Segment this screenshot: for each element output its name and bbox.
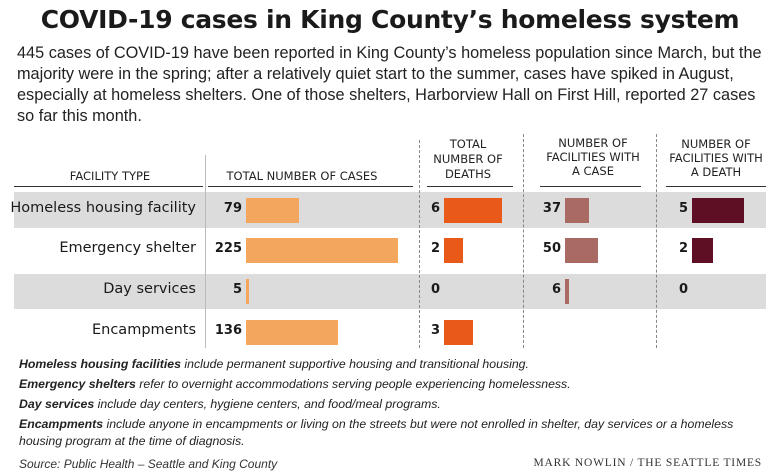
credit-text: MARK NOWLIN / THE SEATTLE TIMES xyxy=(533,457,762,469)
separator-deaths xyxy=(419,140,420,348)
value-facilities-case: 6 xyxy=(551,282,561,297)
header-facility-type: FACILITY TYPE xyxy=(69,169,151,183)
value-cases: 225 xyxy=(214,241,242,256)
note-encampments: Encampments include anyone in encampment… xyxy=(19,416,739,450)
intro-text: 445 cases of COVID-19 have been reported… xyxy=(17,44,762,125)
note-text: include permanent supportive housing and… xyxy=(180,357,529,371)
bar-facilities-death xyxy=(692,197,744,223)
bar-deaths xyxy=(444,237,464,263)
note-emergency-shelters: Emergency shelters refer to overnight ac… xyxy=(19,376,764,393)
chart-title: COVID-19 cases in King County’s homeless… xyxy=(40,5,740,34)
note-homeless-housing: Homeless housing facilities include perm… xyxy=(19,356,764,373)
note-term: Day services xyxy=(19,397,95,411)
value-deaths: 6 xyxy=(430,201,440,216)
row-band-homeless-housing xyxy=(14,192,766,228)
row-label-day-services: Day services xyxy=(103,281,196,297)
value-deaths: 2 xyxy=(430,241,440,256)
value-deaths: 0 xyxy=(430,282,440,297)
value-facilities-death: 0 xyxy=(678,282,688,297)
bar-cases xyxy=(246,319,338,345)
note-day-services: Day services include day centers, hygien… xyxy=(19,396,764,413)
header-rule-5 xyxy=(666,186,766,187)
value-deaths: 3 xyxy=(430,323,440,338)
value-facilities-case: 37 xyxy=(542,201,561,216)
bar-deaths xyxy=(444,319,473,345)
header-deaths-text: TOTAL NUMBER OF DEATHS xyxy=(433,137,503,181)
bar-cases xyxy=(246,197,300,223)
header-facilities-death-text: NUMBER OF FACILITIES WITH A DEATH xyxy=(669,137,763,179)
value-cases: 79 xyxy=(223,201,242,216)
header-rule-3 xyxy=(427,186,513,187)
note-term: Emergency shelters xyxy=(19,377,136,391)
bar-facilities-death xyxy=(692,237,713,263)
header-facilities-case: NUMBER OF FACILITIES WITH A CASE xyxy=(543,136,643,178)
bar-cases xyxy=(246,278,250,304)
note-term: Homeless housing facilities xyxy=(19,357,181,371)
value-cases: 136 xyxy=(214,323,242,338)
note-text: include day centers, hygiene centers, an… xyxy=(94,397,441,411)
separator-facilities-death xyxy=(656,134,657,348)
separator-facilities-case xyxy=(523,134,524,348)
value-facilities-death: 2 xyxy=(678,241,688,256)
header-rule-2 xyxy=(208,186,413,187)
value-cases: 5 xyxy=(232,282,242,297)
header-deaths: TOTAL NUMBER OF DEATHS xyxy=(428,137,508,182)
bar-cases xyxy=(246,237,398,263)
header-facilities-death: NUMBER OF FACILITIES WITH A DEATH xyxy=(666,137,766,179)
note-text: include anyone in encampments or living … xyxy=(19,417,734,448)
row-label-homeless-housing-facility: Homeless housing facility xyxy=(10,200,196,216)
bar-facilities-case xyxy=(565,197,590,223)
row-label-encampments: Encampments xyxy=(91,322,196,338)
value-facilities-case: 50 xyxy=(542,241,561,256)
note-text: refer to overnight accommodations servin… xyxy=(135,377,571,391)
header-rule-4 xyxy=(540,186,641,187)
header-cases: TOTAL NUMBER OF CASES xyxy=(226,169,378,183)
separator-cases xyxy=(205,155,206,348)
header-facilities-case-text: NUMBER OF FACILITIES WITH A CASE xyxy=(546,136,640,178)
bar-facilities-case xyxy=(565,278,569,304)
header-rule-1 xyxy=(14,186,203,187)
row-band-day-services xyxy=(14,274,766,309)
value-facilities-death: 5 xyxy=(678,201,688,216)
note-term: Encampments xyxy=(19,417,104,431)
source-text: Source: Public Health – Seattle and King… xyxy=(19,457,278,471)
bar-deaths xyxy=(444,197,502,223)
row-label-emergency-shelter: Emergency shelter xyxy=(59,240,196,256)
bar-facilities-case xyxy=(565,237,598,263)
